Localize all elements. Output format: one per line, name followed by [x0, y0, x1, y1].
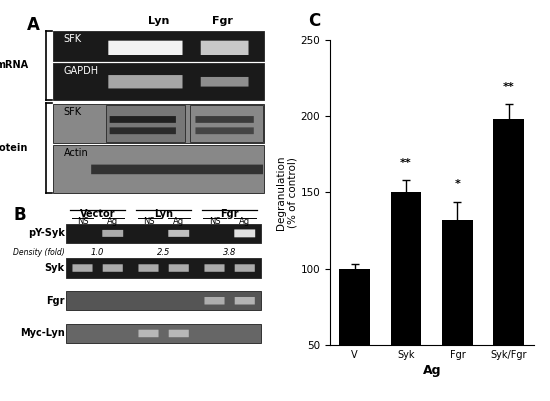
Text: **: **	[503, 82, 515, 92]
Bar	[339, 269, 370, 401]
FancyBboxPatch shape	[169, 264, 189, 272]
FancyBboxPatch shape	[109, 116, 176, 123]
FancyBboxPatch shape	[205, 264, 224, 272]
Text: 3.8: 3.8	[223, 248, 236, 257]
FancyBboxPatch shape	[169, 330, 189, 337]
Text: Ag: Ag	[173, 217, 184, 226]
Text: Actin: Actin	[64, 148, 89, 158]
Bar	[390, 192, 421, 401]
Bar	[66, 291, 261, 310]
FancyBboxPatch shape	[205, 297, 224, 304]
Bar	[53, 145, 264, 193]
FancyBboxPatch shape	[201, 77, 249, 87]
FancyBboxPatch shape	[195, 128, 254, 134]
Bar	[66, 258, 261, 277]
Bar	[190, 105, 263, 142]
Text: *: *	[454, 179, 460, 189]
Text: mRNA: mRNA	[0, 60, 28, 70]
FancyBboxPatch shape	[102, 230, 123, 237]
FancyBboxPatch shape	[73, 264, 92, 272]
Bar	[53, 104, 264, 143]
Text: B: B	[14, 207, 26, 225]
Text: Vector: Vector	[80, 209, 116, 219]
FancyBboxPatch shape	[139, 330, 158, 337]
Text: 2.5: 2.5	[157, 248, 170, 257]
FancyBboxPatch shape	[168, 230, 189, 237]
Text: Fgr: Fgr	[46, 296, 65, 306]
X-axis label: Ag: Ag	[422, 364, 441, 377]
FancyBboxPatch shape	[139, 264, 158, 272]
FancyBboxPatch shape	[201, 41, 249, 55]
Text: Fgr: Fgr	[212, 16, 233, 26]
FancyBboxPatch shape	[103, 264, 123, 272]
Text: Lyn: Lyn	[154, 209, 173, 219]
Text: Myc-Lyn: Myc-Lyn	[20, 328, 65, 338]
Text: SFK: SFK	[64, 107, 82, 117]
Bar	[53, 63, 264, 100]
Y-axis label: Degranulation
(% of control): Degranulation (% of control)	[276, 155, 298, 230]
Text: Protein: Protein	[0, 143, 28, 153]
FancyBboxPatch shape	[108, 75, 183, 89]
Bar	[442, 220, 473, 401]
FancyBboxPatch shape	[195, 116, 254, 123]
Text: pY-Syk: pY-Syk	[28, 229, 65, 238]
Text: NS: NS	[142, 217, 155, 226]
Bar	[106, 105, 185, 142]
Bar	[66, 324, 261, 343]
Text: 1.0: 1.0	[91, 248, 104, 257]
FancyBboxPatch shape	[109, 128, 176, 134]
Text: GAPDH: GAPDH	[64, 66, 98, 76]
Text: A: A	[26, 16, 40, 34]
Text: Fgr: Fgr	[221, 209, 239, 219]
Text: **: **	[400, 158, 412, 168]
Text: Syk: Syk	[45, 263, 65, 273]
Text: Lyn: Lyn	[148, 16, 169, 26]
Bar	[53, 31, 264, 61]
FancyBboxPatch shape	[108, 41, 183, 55]
Text: Ag: Ag	[239, 217, 250, 226]
Text: NS: NS	[76, 217, 89, 226]
Text: C: C	[308, 12, 320, 30]
Bar	[493, 119, 524, 401]
FancyBboxPatch shape	[234, 229, 255, 237]
FancyBboxPatch shape	[235, 264, 255, 272]
Text: Density (fold): Density (fold)	[13, 248, 65, 257]
FancyBboxPatch shape	[235, 297, 255, 304]
Bar	[66, 224, 261, 243]
Text: NS: NS	[208, 217, 221, 226]
FancyBboxPatch shape	[91, 164, 263, 174]
Text: Ag: Ag	[107, 217, 118, 226]
Text: SFK: SFK	[64, 34, 82, 44]
